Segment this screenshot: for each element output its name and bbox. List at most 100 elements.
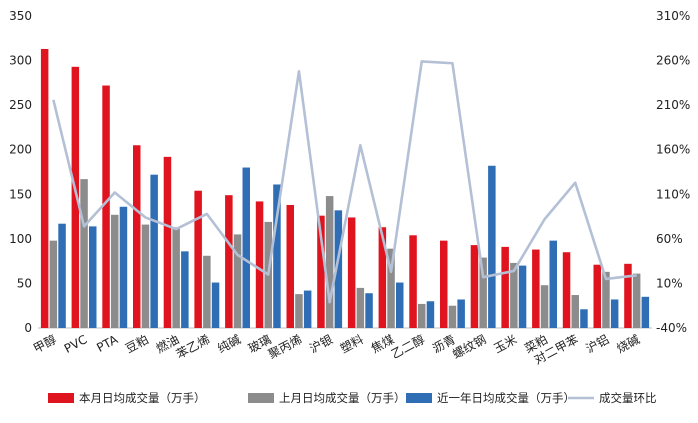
bar [440,240,448,328]
x-tick-label: PVC [62,332,90,356]
bar-series-group [40,48,650,328]
y2-tick-label: 10% [656,276,683,290]
x-tick-label: 螺纹钢 [450,332,488,361]
legend-swatch [248,393,274,403]
bar [233,234,242,328]
bar [150,174,158,328]
x-tick-label: 塑料 [338,331,366,356]
bar [532,249,540,328]
bar [111,214,119,328]
bar [593,264,601,328]
bar [387,248,395,328]
x-tick-label: 乙二醇 [388,331,427,361]
y2-tick-label: -40% [656,321,687,335]
bar [317,215,325,328]
bar [141,224,150,328]
bar [172,227,180,328]
bar [347,217,356,328]
bar [58,223,66,328]
legend-label: 上月日均成交量（万手） [279,391,406,405]
bar [194,190,202,328]
legend-label: 成交量环比 [599,391,657,405]
x-tick-label: 纯碱 [215,332,243,356]
bar [457,299,465,328]
x-tick-label: 玉米 [491,332,519,356]
bar [89,226,97,328]
y-tick-label: 150 [9,187,32,201]
x-tick-label: 烧碱 [614,332,642,356]
legend-label: 本月日均成交量（万手） [79,391,206,405]
y2-tick-label: 60% [656,232,683,246]
bar [80,179,88,328]
legend-swatch [48,393,74,403]
bar [549,240,557,328]
bar [102,85,110,328]
x-tick-label: 豆粕 [123,331,151,356]
x-tick-label: PTA [94,332,121,355]
x-tick-label: 沪铝 [583,331,611,356]
bar [225,195,233,328]
bar [518,265,527,328]
x-tick-label: 聚丙烯 [266,332,304,361]
bar [295,294,303,328]
y-tick-label: 200 [9,143,32,157]
bar [303,290,312,328]
bar [49,240,58,328]
bar [273,184,281,328]
bar [40,48,49,328]
bar [396,282,404,328]
bar [409,235,417,328]
y-tick-label: 350 [9,9,32,23]
bar [602,271,610,328]
line-series-group [52,60,637,304]
bar [610,299,619,328]
bar [571,295,579,328]
y-tick-label: 100 [9,232,32,246]
y-tick-label: 0 [24,321,32,335]
bar [426,301,435,328]
bar [119,206,128,328]
bar [418,303,426,328]
bar [624,263,632,328]
bar [448,305,457,328]
legend: 本月日均成交量（万手） 上月日均成交量（万手） 近一年日均成交量（万手） 成交量环比 [48,391,657,405]
y2-tick-label: 310% [656,9,690,23]
bar [163,156,172,328]
y2-tick-label: 110% [656,187,690,201]
x-tick-label: 沪银 [307,332,335,356]
bar [211,282,220,328]
line-series-path [52,60,637,304]
legend-swatch [406,393,432,403]
bar [641,296,650,328]
x-tick-label: 苯乙烯 [174,332,212,361]
y2-tick-label: 210% [656,98,690,112]
bar [580,309,588,328]
bar [203,255,211,328]
bar [356,287,365,328]
y-tick-label: 300 [9,54,32,68]
bar [540,285,549,328]
bar [242,167,250,328]
bar [325,196,334,328]
bar [501,246,509,328]
bar [286,204,294,328]
y2-tick-label: 260% [656,54,690,68]
bar [71,66,80,328]
y-tick-label: 250 [9,98,32,112]
bar [378,227,387,328]
y-tick-label: 50 [17,276,32,290]
bar [562,252,571,328]
bar [479,257,487,328]
y2-tick-label: 160% [656,143,690,157]
bar [255,201,264,328]
bar [181,251,189,328]
bar [470,245,479,328]
bar [632,273,641,328]
bar [334,210,343,328]
bar [365,293,373,328]
x-tick-label: 甲醇 [31,331,59,356]
bar [510,262,518,328]
bar [133,145,141,328]
